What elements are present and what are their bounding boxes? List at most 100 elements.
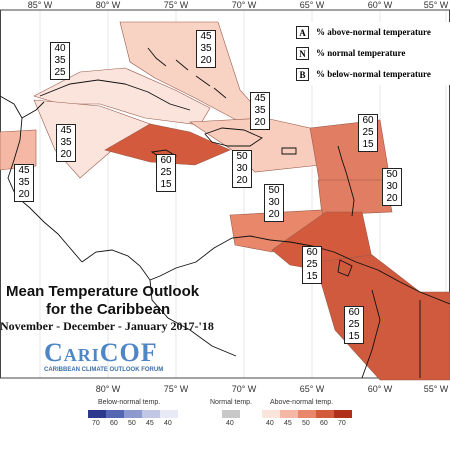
lon-label-top: 75° W (164, 0, 189, 10)
prob-box-cuba: 40 35 25 (50, 42, 70, 80)
prob-box-central-america: 45 35 20 (14, 164, 34, 202)
normal-value: 35 (18, 177, 30, 188)
prob-box-bahamas: 45 35 20 (196, 30, 216, 68)
normal-swatch (222, 410, 240, 418)
key-row-above: A % above-normal temperature (292, 22, 450, 43)
zone-jamaica (104, 123, 231, 166)
prob-box-guianas: 60 25 15 (344, 306, 364, 344)
normal-value: 35 (54, 55, 66, 66)
scale-above-label: Above-normal temp. (270, 399, 334, 406)
normal-value: 25 (160, 167, 172, 178)
below-swatch (124, 410, 142, 418)
above-tick: 40 (266, 420, 274, 427)
zone-windward-islands (317, 179, 393, 216)
lon-label-bottom: 75° W (164, 384, 189, 394)
zone-central-america-coast (0, 129, 37, 171)
normal-value: 35 (60, 137, 72, 148)
lon-label-top: 60° W (368, 0, 393, 10)
normal-value: 30 (268, 197, 280, 208)
above-value: 50 (236, 151, 248, 162)
prob-box-jamaica: 60 25 15 (156, 154, 176, 192)
lon-label-top: 65° W (300, 0, 325, 10)
below-swatch (106, 410, 124, 418)
above-swatch (316, 410, 334, 418)
lon-label-bottom: 55° W (424, 384, 449, 394)
above-tick: 45 (284, 420, 292, 427)
zone-guianas (314, 254, 450, 381)
below-tick: 60 (110, 420, 118, 427)
above-swatch (334, 410, 352, 418)
key-text: % normal temperature (316, 48, 406, 58)
normal-value: 25 (348, 319, 360, 330)
prob-box-western-caribbean: 45 35 20 (56, 124, 76, 162)
above-value: 50 (386, 169, 398, 180)
below-swatch (160, 410, 178, 418)
below-swatch (88, 410, 106, 418)
normal-tick: 40 (226, 420, 234, 427)
prob-box-southern-central-caribbean: 50 30 20 (264, 184, 284, 222)
prob-box-windward-islands: 50 30 20 (382, 168, 402, 206)
lon-label-bottom: 60° W (368, 384, 393, 394)
lon-label-bottom: 70° W (232, 384, 257, 394)
above-tick: 70 (338, 420, 346, 427)
above-swatch (262, 410, 280, 418)
scale-normal-label: Normal temp. (210, 399, 253, 406)
above-swatch (280, 410, 298, 418)
prob-box-leeward-islands: 60 25 15 (358, 114, 378, 152)
below-value: 20 (254, 117, 266, 128)
below-value: 15 (306, 271, 318, 282)
above-value: 60 (306, 247, 318, 258)
key-row-normal: N % normal temperature (292, 43, 450, 64)
below-swatch (142, 410, 160, 418)
caricof-tagline: CARIBBEAN CLIMATE OUTLOOK FORUM (44, 367, 164, 373)
prob-box-central-caribbean: 50 30 20 (232, 150, 252, 188)
above-tick: 50 (302, 420, 310, 427)
below-value: 20 (18, 189, 30, 200)
below-value: 15 (348, 331, 360, 342)
below-tick: 70 (92, 420, 100, 427)
normal-value: 25 (362, 127, 374, 138)
below-value: 20 (60, 149, 72, 160)
below-value: 15 (160, 179, 172, 190)
coastlines (0, 47, 450, 379)
below-value: 20 (268, 209, 280, 220)
normal-value: 30 (236, 163, 248, 174)
below-tick: 45 (146, 420, 154, 427)
key-text: % above-normal temperature (316, 27, 431, 37)
key-letter: B (296, 68, 309, 81)
above-value: 60 (362, 115, 374, 126)
lon-label-bottom: 65° W (300, 384, 325, 394)
scale-below-label: Below-normal temp. (98, 399, 161, 406)
below-value: 25 (54, 67, 66, 78)
map-title-line2: for the Caribbean (46, 301, 171, 318)
probability-key: A % above-normal temperature N % normal … (292, 22, 450, 85)
prob-box-hispaniola: 45 35 20 (250, 92, 270, 130)
lon-label-top: 70° W (232, 0, 257, 10)
key-text: % below-normal temperature (316, 69, 431, 79)
lon-label-top: 55° W (424, 0, 449, 10)
map-title: Mean Temperature Outlook (6, 283, 200, 300)
normal-value: 25 (306, 259, 318, 270)
key-letter: A (296, 26, 309, 39)
normal-value: 35 (254, 105, 266, 116)
below-tick: 40 (164, 420, 172, 427)
below-value: 20 (236, 175, 248, 186)
above-tick: 60 (320, 420, 328, 427)
prob-box-trinidad: 60 25 15 (302, 246, 322, 284)
above-value: 60 (348, 307, 360, 318)
lon-label-top: 80° W (96, 0, 121, 10)
normal-value: 35 (200, 43, 212, 54)
key-letter: N (296, 47, 309, 60)
zone-leeward-islands (309, 119, 391, 186)
below-value: 20 (200, 55, 212, 66)
map-subtitle: November - December - January 2017-'18 (0, 319, 214, 333)
below-value: 20 (386, 193, 398, 204)
above-swatch (298, 410, 316, 418)
lon-label-bottom: 80° W (96, 384, 121, 394)
above-value: 50 (268, 185, 280, 196)
above-value: 45 (18, 165, 30, 176)
above-value: 45 (254, 93, 266, 104)
above-value: 40 (54, 43, 66, 54)
below-value: 15 (362, 139, 374, 150)
above-value: 45 (200, 31, 212, 42)
